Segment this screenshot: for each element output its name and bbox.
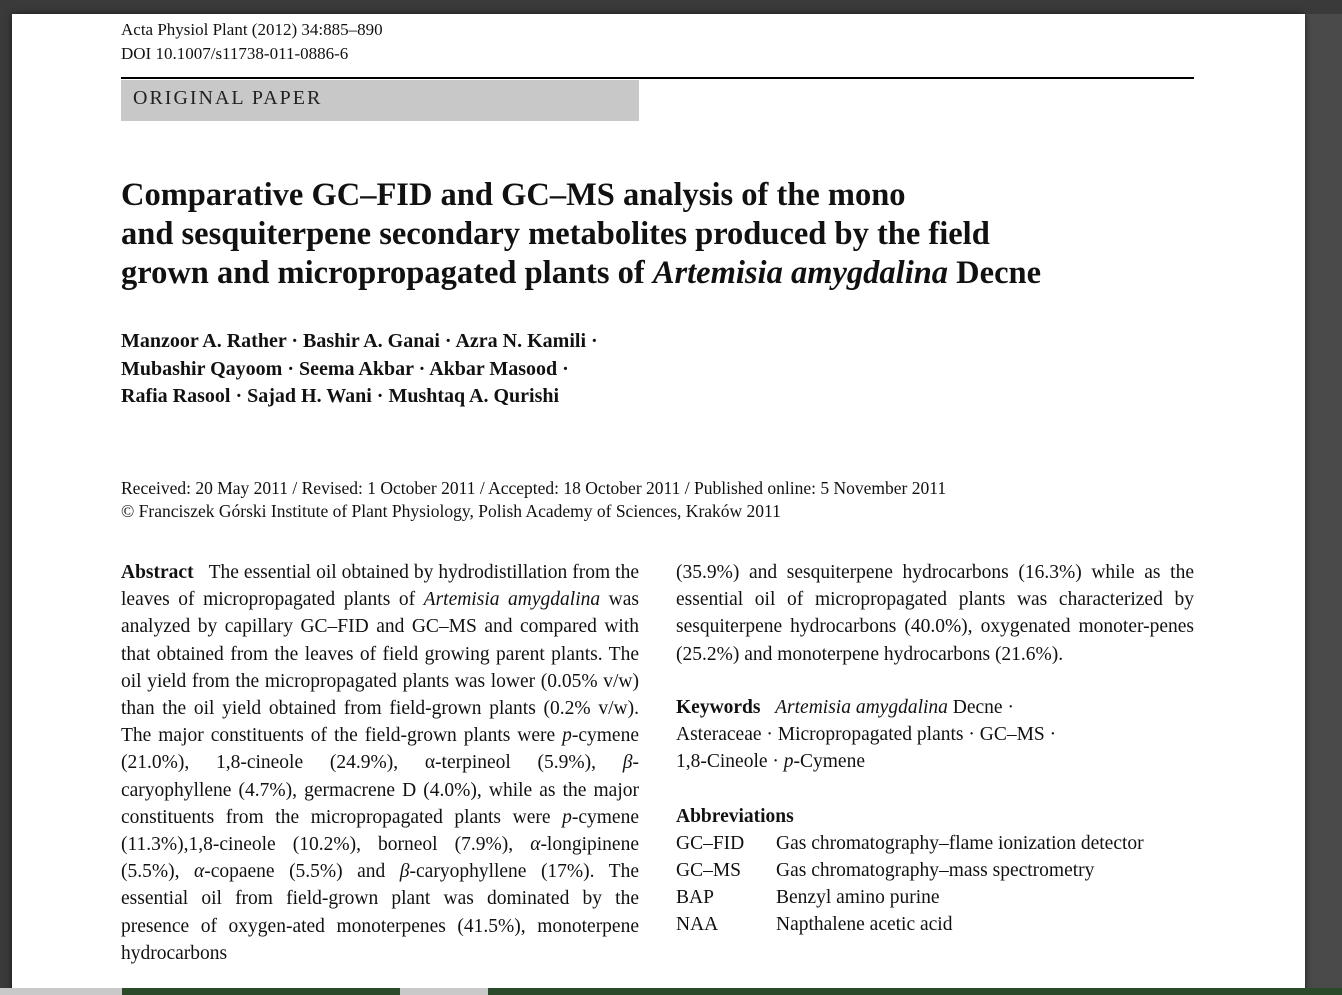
author-line: Mubashir Qayoom · Seema Akbar · Akbar Ma… — [121, 357, 569, 380]
article-type-label: ORIGINAL PAPER — [133, 87, 323, 109]
abstract-right-column: (35.9%) and sesquiterpene hydrocarbons (… — [676, 562, 1194, 665]
author-line: Manzoor A. Rather · Bashir A. Ganai · Az… — [121, 330, 598, 352]
viewer-top-bar — [0, 0, 1342, 14]
article-type-badge: ORIGINAL PAPER — [121, 80, 639, 121]
abbreviations-list: GC–FID Gas chromatography–flame ionizatio… — [676, 830, 1144, 938]
journal-header: Acta Physiol Plant (2012) 34:885–890 DOI… — [121, 18, 383, 66]
abbreviation-row: GC–FID Gas chromatography–flame ionizatio… — [676, 833, 1144, 854]
header-rule — [121, 77, 1194, 79]
pdf-page — [12, 14, 1305, 995]
date-history: Received: 20 May 2011 / Revised: 1 Octob… — [121, 478, 947, 498]
keywords-label: Keywords — [676, 697, 761, 718]
author-list: Manzoor A. Rather · Bashir A. Ganai · Az… — [121, 328, 741, 411]
copyright: © Franciszek Górski Institute of Plant P… — [121, 500, 781, 521]
abbreviation-row: NAA Napthalene acetic acid — [676, 914, 953, 935]
abbreviations-heading: Abbreviations — [676, 806, 794, 827]
abbreviation-row: GC–MS Gas chromatography–mass spectrometr… — [676, 860, 1095, 881]
viewer-background — [1305, 14, 1342, 995]
journal-citation: Acta Physiol Plant (2012) 34:885–890 — [121, 20, 383, 39]
abstract-label: Abstract — [121, 562, 194, 583]
doi: DOI 10.1007/s11738-011-0886-6 — [121, 44, 349, 63]
author-line: Rafia Rasool · Sajad H. Wani · Mushtaq A… — [121, 385, 560, 407]
strip-segment — [400, 988, 488, 995]
abbreviation-row: BAP Benzyl amino purine — [676, 887, 940, 908]
abstract-left-column: Abstract The essential oil obtained by h… — [121, 562, 640, 964]
strip-segment — [0, 988, 122, 995]
viewer-bottom-strip — [0, 988, 1342, 995]
publication-dates: Received: 20 May 2011 / Revised: 1 Octob… — [121, 477, 1201, 522]
keywords: Keywords Artemisia amygdalina Decne · As… — [676, 697, 1057, 773]
paper-title: Comparative GC–FID and GC–MS analysis of… — [121, 177, 1041, 291]
